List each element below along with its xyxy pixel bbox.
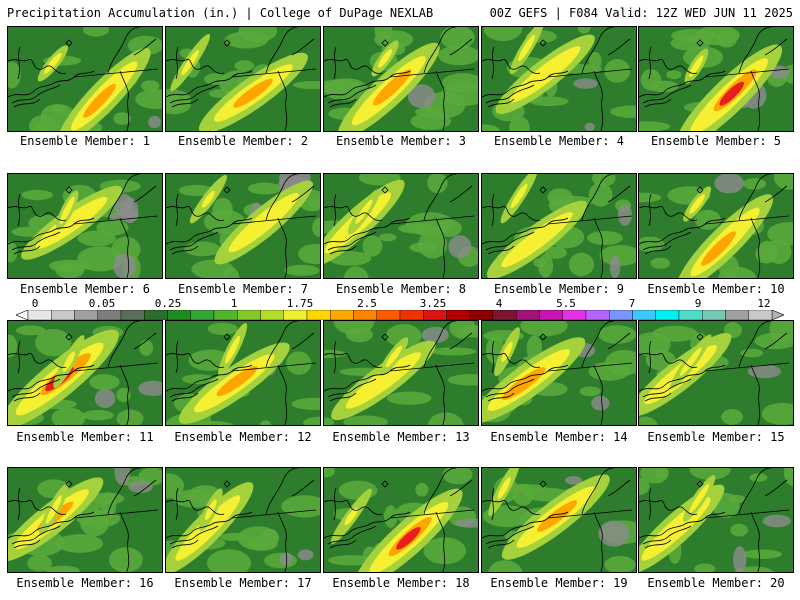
ensemble-caption-14: Ensemble Member: 14 [490,430,628,444]
colorbar-bin [27,310,52,320]
colorbar-tick-label: 12 [757,297,771,310]
ensemble-caption-20: Ensemble Member: 20 [647,576,785,590]
colorbar-bin [655,310,680,320]
colorbar-tick-label: 0 [31,297,39,310]
ensemble-panel-4 [481,26,637,132]
ensemble-caption-8: Ensemble Member: 8 [335,282,467,296]
ensemble-panel-17 [165,467,321,573]
colorbar-bin [609,310,633,320]
ensemble-panel-3 [323,26,479,132]
ensemble-caption-18: Ensemble Member: 18 [332,576,470,590]
ensemble-caption-10: Ensemble Member: 10 [647,282,785,296]
ensemble-panel-8 [323,173,479,279]
colorbar-bin [353,310,377,320]
ensemble-caption-5: Ensemble Member: 5 [650,134,782,148]
ensemble-caption-9: Ensemble Member: 9 [493,282,625,296]
colorbar-bin [330,310,354,320]
ensemble-panel-6 [7,173,163,279]
colorbar-tick-label: 1.75 [286,297,314,310]
colorbar-tick-label: 0.05 [88,297,116,310]
ensemble-panel-20 [638,467,794,573]
ensemble-panel-2 [165,26,321,132]
colorbar-bin [562,310,587,320]
ensemble-panel-16 [7,467,163,573]
colorbar-bin [120,310,145,320]
colorbar-tick-label: 4 [495,297,503,310]
ensemble-caption-15: Ensemble Member: 15 [647,430,785,444]
colorbar-bin [725,310,749,320]
colorbar-bin [97,310,122,320]
colorbar-bin [748,310,773,320]
precipitation-colorbar [16,310,784,320]
colorbar-bin [376,310,401,320]
ensemble-caption-13: Ensemble Member: 13 [332,430,470,444]
ensemble-panel-18 [323,467,479,573]
colorbar-bin [51,310,75,320]
colorbar-bin [190,310,215,320]
colorbar-bin [399,310,424,320]
ensemble-caption-1: Ensemble Member: 1 [19,134,151,148]
colorbar-tick-label: 0.25 [154,297,182,310]
ensemble-caption-12: Ensemble Member: 12 [174,430,312,444]
ensemble-panel-7 [165,173,321,279]
ensemble-panel-10 [638,173,794,279]
map-title: Precipitation Accumulation (in.) | Colle… [7,6,434,20]
ensemble-panel-5 [638,26,794,132]
colorbar-bin [260,310,284,320]
ensemble-caption-7: Ensemble Member: 7 [177,282,309,296]
ensemble-panel-15 [638,320,794,426]
colorbar-tick-label: 3.25 [419,297,447,310]
colorbar-bin [74,310,98,320]
colorbar-bin [167,310,191,320]
ensemble-caption-19: Ensemble Member: 19 [490,576,628,590]
ensemble-panel-1 [7,26,163,132]
ensemble-caption-11: Ensemble Member: 11 [16,430,154,444]
ensemble-caption-17: Ensemble Member: 17 [174,576,312,590]
colorbar-bin [237,310,261,320]
ensemble-caption-6: Ensemble Member: 6 [19,282,151,296]
colorbar-bin [678,310,703,320]
ensemble-panel-11 [7,320,163,426]
colorbar-bin [213,310,238,320]
ensemble-panel-19 [481,467,637,573]
ensemble-panel-12 [165,320,321,426]
ensemble-panel-14 [481,320,637,426]
colorbar-tick-label: 7 [628,297,636,310]
colorbar-bin [306,310,331,320]
colorbar-bin [702,310,726,320]
colorbar-bin [585,310,610,320]
colorbar-bin [469,310,494,320]
colorbar-tick-label: 2.5 [357,297,377,310]
ensemble-panel-13 [323,320,479,426]
colorbar-bin [539,310,563,320]
colorbar-bin [283,310,308,320]
colorbar-tick-label: 9 [694,297,702,310]
ensemble-caption-3: Ensemble Member: 3 [335,134,467,148]
ensemble-caption-16: Ensemble Member: 16 [16,576,154,590]
colorbar-bin [144,310,168,320]
colorbar-tick-label: 5.5 [556,297,576,310]
colorbar-bin [632,310,656,320]
colorbar-bin [492,310,517,320]
colorbar-bin [516,310,540,320]
colorbar-bin [423,310,447,320]
ensemble-caption-4: Ensemble Member: 4 [493,134,625,148]
colorbar-bin [446,310,470,320]
ensemble-caption-2: Ensemble Member: 2 [177,134,309,148]
colorbar-tick-label: 1 [230,297,238,310]
ensemble-panel-9 [481,173,637,279]
run-info: 00Z GEFS | F084 Valid: 12Z WED JUN 11 20… [489,6,793,20]
